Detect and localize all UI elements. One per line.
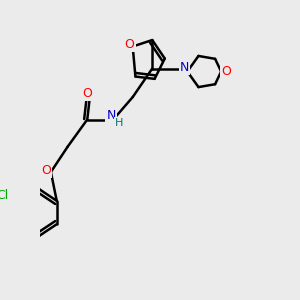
Text: H: H (115, 118, 123, 128)
Text: O: O (124, 38, 134, 51)
Text: N: N (179, 61, 189, 74)
Text: O: O (82, 87, 92, 100)
Text: O: O (221, 65, 231, 78)
Text: O: O (41, 164, 51, 177)
Text: N: N (106, 110, 116, 122)
Text: Cl: Cl (0, 189, 8, 202)
